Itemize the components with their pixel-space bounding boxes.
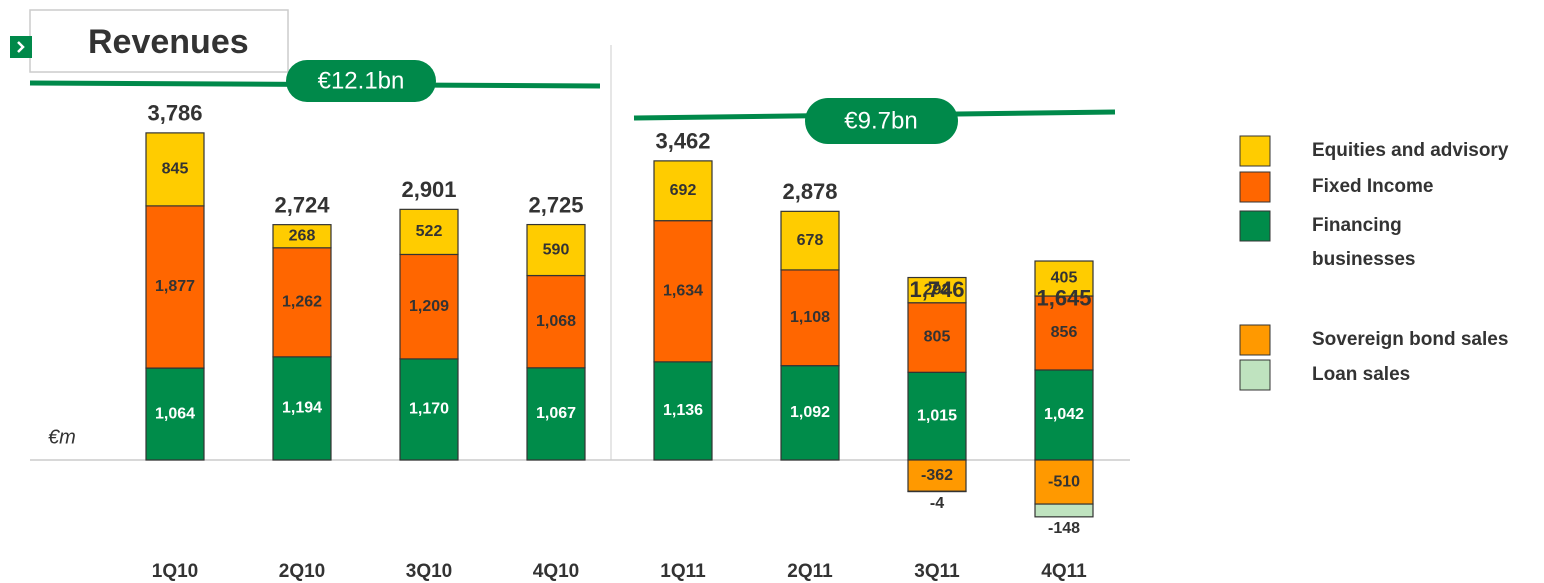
bar-segment <box>907 302 967 373</box>
legend-swatch <box>1239 359 1271 391</box>
legend-swatch <box>1239 135 1271 167</box>
data-label: 692 <box>670 182 697 199</box>
bar-segment <box>653 220 713 363</box>
data-label: 292 <box>924 281 951 298</box>
data-label: 1,170 <box>409 401 449 418</box>
data-label: 268 <box>289 227 316 244</box>
x-tick-label: 2Q10 <box>279 561 325 582</box>
legend-label: Fixed Income <box>1312 176 1434 197</box>
bar-segment <box>145 132 205 207</box>
data-label: 1,262 <box>282 294 322 311</box>
data-label: 405 <box>1051 270 1078 287</box>
bar-segment <box>780 210 840 271</box>
x-tick-label: 3Q11 <box>914 561 960 582</box>
total-label: 3,462 <box>655 129 710 154</box>
data-label: 1,064 <box>155 405 195 422</box>
bar-segment <box>526 367 586 461</box>
bar-segment <box>1034 369 1094 461</box>
data-label: 1,634 <box>663 282 703 299</box>
data-label: -4 <box>930 495 944 512</box>
data-label: 590 <box>543 241 570 258</box>
data-label: 1,092 <box>790 404 830 421</box>
x-tick-label: 4Q11 <box>1041 561 1087 582</box>
data-label: 845 <box>162 161 189 178</box>
data-label: -510 <box>1048 473 1080 490</box>
data-label: 1,209 <box>409 298 449 315</box>
total-label: 2,878 <box>782 179 837 204</box>
annotation: €12.1bn <box>318 67 405 94</box>
data-label: -148 <box>1048 520 1080 537</box>
bar-segment <box>780 269 840 367</box>
bar-segment <box>907 276 967 304</box>
bar-segment <box>399 208 459 256</box>
chart-title: Revenues <box>88 23 249 61</box>
bar-segment <box>526 223 586 277</box>
legend-swatch <box>1239 171 1271 203</box>
annotation-pill <box>286 60 436 102</box>
data-label: 1,042 <box>1044 406 1084 423</box>
total-label: 3,786 <box>147 101 202 126</box>
title-icon <box>10 36 32 58</box>
data-label: 1,108 <box>790 309 830 326</box>
total-label: 2,724 <box>274 192 330 217</box>
title-box <box>29 9 289 73</box>
bar-segment <box>272 224 332 249</box>
bar-segment <box>1034 503 1094 518</box>
bar-segment <box>653 160 713 222</box>
x-tick-label: 3Q10 <box>406 561 452 582</box>
x-tick-label: 1Q11 <box>660 561 706 582</box>
data-label: 1,194 <box>282 400 322 417</box>
total-label: 2,725 <box>528 192 583 217</box>
x-tick-label: 4Q10 <box>533 561 579 582</box>
bar-segment <box>653 361 713 461</box>
annotation-pill <box>805 98 958 144</box>
bar-segment <box>1034 260 1094 297</box>
legend-label: Sovereign bond sales <box>1312 329 1509 350</box>
bar-segment <box>272 356 332 461</box>
total-label: 1,645 <box>1036 286 1091 311</box>
legend-label: Financing businesses <box>1312 215 1416 270</box>
bar-segment <box>272 247 332 358</box>
x-tick-label: 2Q11 <box>787 561 833 582</box>
bar-segment <box>526 274 586 369</box>
data-label: 1,068 <box>536 313 576 330</box>
bar-segment <box>1034 295 1094 371</box>
total-label: 1,746 <box>909 277 964 302</box>
total-label: 2,901 <box>401 177 456 202</box>
bar-segment <box>399 358 459 461</box>
x-tick-label: 1Q10 <box>152 561 198 582</box>
data-label: 856 <box>1051 324 1078 341</box>
data-label: 522 <box>416 223 443 240</box>
annotation: €9.7bn <box>844 107 917 134</box>
legend-label: Equities and advisory <box>1312 140 1509 161</box>
bar-segment <box>780 365 840 461</box>
legend-label: Loan sales <box>1312 364 1411 385</box>
bar-segment <box>145 205 205 369</box>
legend-swatch <box>1239 324 1271 356</box>
unit-label: €m <box>48 426 76 448</box>
data-label: 1,067 <box>536 405 576 422</box>
data-label: 805 <box>924 329 951 346</box>
bar-segment <box>399 253 459 360</box>
data-label: 678 <box>797 232 824 249</box>
bar-segment <box>1034 459 1094 505</box>
data-label: 1,136 <box>663 402 703 419</box>
data-label: 1,015 <box>917 407 957 424</box>
legend-swatch <box>1239 210 1271 242</box>
data-label: 1,877 <box>155 278 195 295</box>
data-label: -362 <box>921 467 953 484</box>
title-chevron <box>17 41 25 53</box>
